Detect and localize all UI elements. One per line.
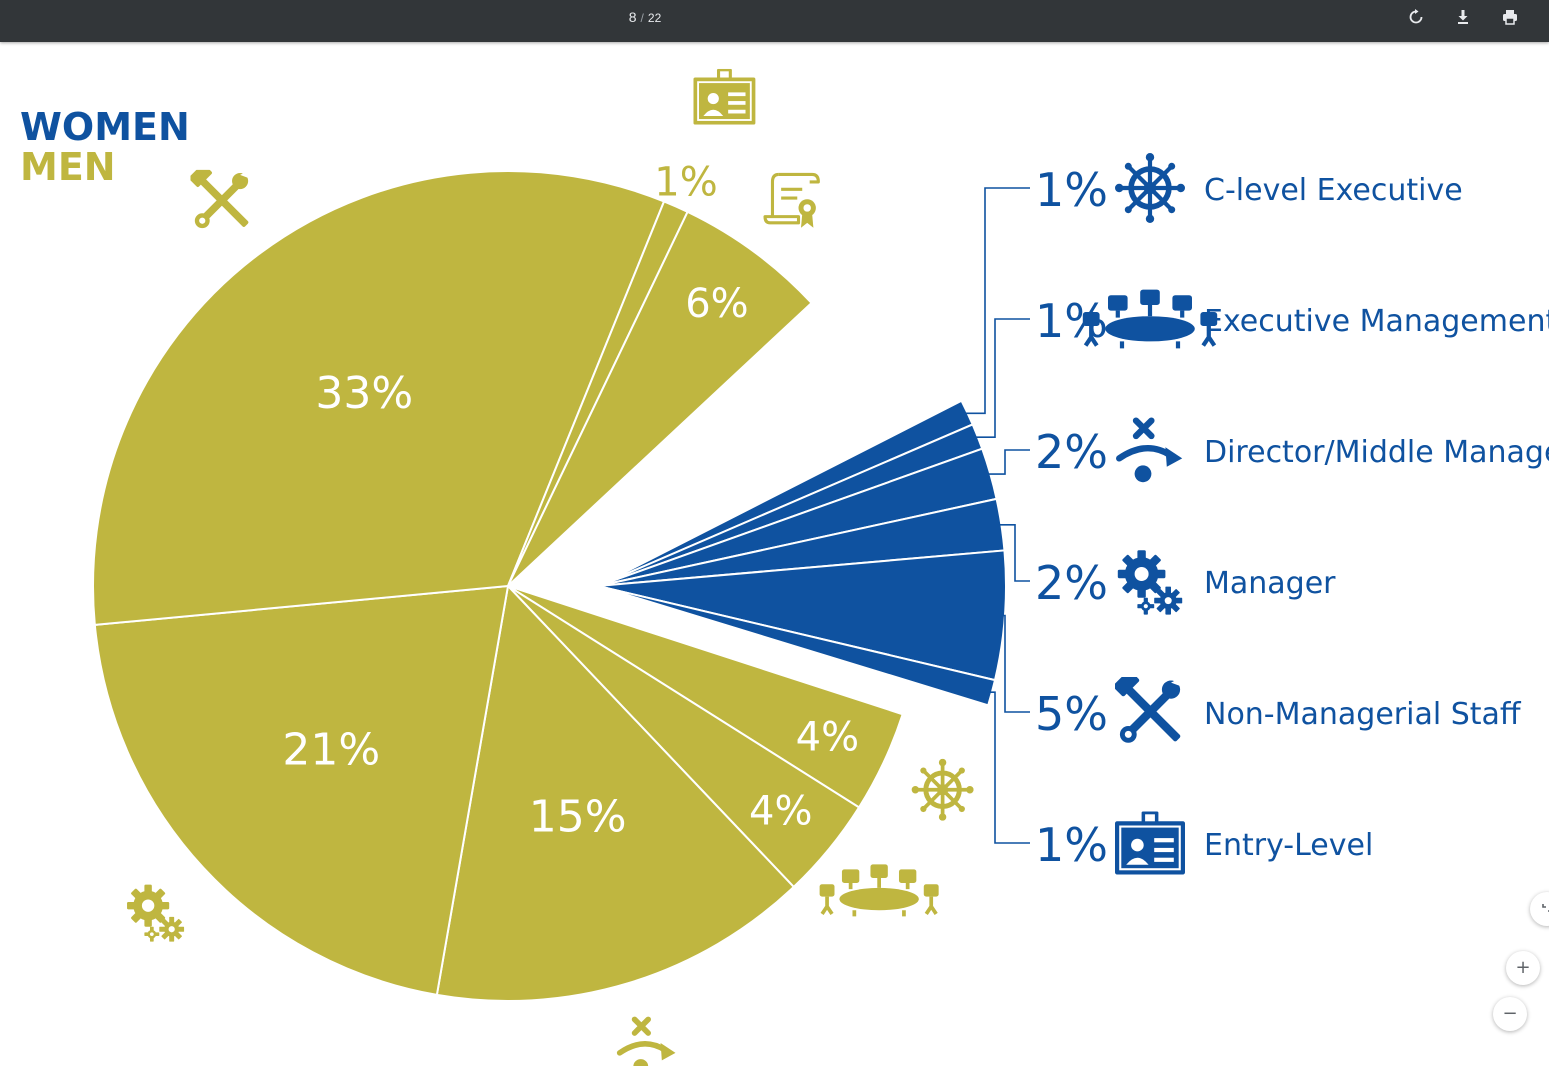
women-percent-non-managerial-staff: 5% bbox=[1035, 687, 1108, 741]
women-percent-c-level-executive: 1% bbox=[1035, 163, 1108, 217]
gears-icon bbox=[1117, 550, 1183, 615]
page-separator: / bbox=[640, 11, 644, 25]
id-badge-icon bbox=[1115, 811, 1185, 875]
men-slice-label: 33% bbox=[315, 368, 413, 419]
gears-icon bbox=[127, 884, 185, 942]
download-button[interactable] bbox=[1450, 6, 1476, 30]
print-icon bbox=[1503, 10, 1517, 25]
page-current[interactable]: 8 bbox=[628, 9, 637, 25]
women-label-entry-level: Entry-Level bbox=[1204, 828, 1373, 863]
women-label-non-managerial-staff: Non-Managerial Staff bbox=[1204, 697, 1522, 732]
pdf-toolbar: 8/22 bbox=[0, 0, 1549, 42]
women-label-director-middle-manager: Director/Middle Manager bbox=[1204, 435, 1549, 470]
men-slice-5 bbox=[92, 170, 666, 627]
pie-chart: WOMEN MEN 4% 4% 15% 21% 33% 1% 6% 1% C-level Ex… bbox=[20, 68, 1549, 1066]
men-slice-7 bbox=[507, 210, 813, 587]
connector-line bbox=[1002, 614, 1030, 713]
women-callouts: 1% C-level Executive 1% Executive Managemen… bbox=[1035, 153, 1549, 875]
men-slice-label: 6% bbox=[685, 281, 748, 327]
ships-wheel-icon bbox=[912, 759, 974, 821]
women-label-c-level-executive: C-level Executive bbox=[1204, 173, 1463, 208]
connector-line bbox=[975, 318, 1030, 439]
men-slice-label: 15% bbox=[529, 791, 627, 842]
connector-line bbox=[999, 523, 1030, 582]
women-label-executive-management: Executive Management bbox=[1204, 304, 1549, 339]
hammer-wrench-icon bbox=[1115, 677, 1183, 743]
connector-line bbox=[965, 187, 1030, 415]
connector-line bbox=[988, 449, 1030, 475]
women-label-manager: Manager bbox=[1204, 566, 1336, 601]
rotate-icon bbox=[1409, 9, 1423, 24]
id-badge-icon bbox=[693, 68, 756, 125]
men-slice-label: 21% bbox=[282, 724, 380, 775]
fit-page-button[interactable] bbox=[1530, 892, 1549, 926]
callout-connectors bbox=[965, 187, 1030, 844]
legend-women: WOMEN bbox=[20, 105, 190, 149]
fit-page-icon bbox=[1542, 904, 1549, 912]
connector-line bbox=[989, 691, 1030, 844]
certificate-scroll-icon bbox=[763, 172, 820, 230]
women-series bbox=[597, 399, 1007, 707]
page-indicator: 8/22 bbox=[600, 0, 690, 34]
men-series: 4% 4% 15% 21% 33% 1% 6% bbox=[92, 160, 904, 1002]
strategy-play-icon bbox=[1119, 421, 1182, 483]
zoom-in-button[interactable]: + bbox=[1506, 951, 1540, 985]
rotate-button[interactable] bbox=[1403, 6, 1429, 30]
zoom-out-button[interactable]: − bbox=[1493, 997, 1527, 1031]
men-slice-label: 1% bbox=[654, 160, 717, 206]
hammer-wrench-icon bbox=[190, 169, 251, 229]
women-percent-director-middle-manager: 2% bbox=[1035, 425, 1108, 479]
ships-wheel-icon bbox=[1115, 153, 1185, 223]
boardroom-table-icon bbox=[817, 862, 941, 919]
women-percent-entry-level: 1% bbox=[1035, 818, 1108, 872]
print-button[interactable] bbox=[1497, 6, 1523, 30]
women-percent-manager: 2% bbox=[1035, 556, 1108, 610]
men-slice-label: 4% bbox=[749, 789, 812, 835]
legend-men: MEN bbox=[20, 145, 116, 189]
men-slice-4 bbox=[93, 584, 510, 997]
strategy-play-icon bbox=[620, 1019, 676, 1066]
page-total: 22 bbox=[647, 11, 662, 25]
men-slice-3 bbox=[435, 583, 796, 1002]
men-slice-label: 4% bbox=[796, 715, 859, 761]
download-icon bbox=[1458, 10, 1468, 24]
